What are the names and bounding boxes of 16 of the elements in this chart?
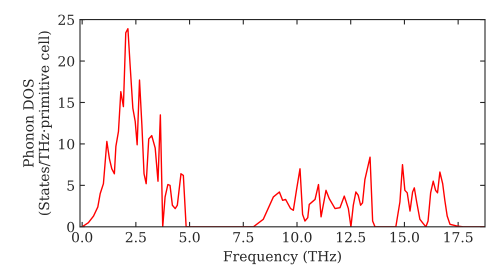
x-tick-label: 7.5 (233, 232, 254, 242)
y-tick-label: 25 (58, 14, 74, 26)
x-tick-label: 17.5 (444, 232, 473, 242)
y-tick-label: 5 (67, 180, 74, 191)
x-tick-label: 2.5 (126, 232, 146, 242)
y-tick-label: 15 (59, 97, 74, 108)
y-axis-title: Phonon DOS (States/THz·primitive cell) (22, 31, 52, 216)
x-tick-label: 15.0 (390, 232, 419, 242)
x-tick-label: 12.5 (336, 232, 366, 242)
y-tick-label: 0 (67, 222, 74, 232)
x-tick-label: 0.0 (72, 232, 92, 242)
y-tick-label: 20 (58, 56, 74, 67)
y-tick-label: 10 (59, 138, 74, 150)
x-axis-title: Frequency (THz) (224, 250, 341, 264)
x-tick-label: 5.0 (180, 232, 200, 242)
x-tick-label: 10.0 (283, 232, 312, 242)
